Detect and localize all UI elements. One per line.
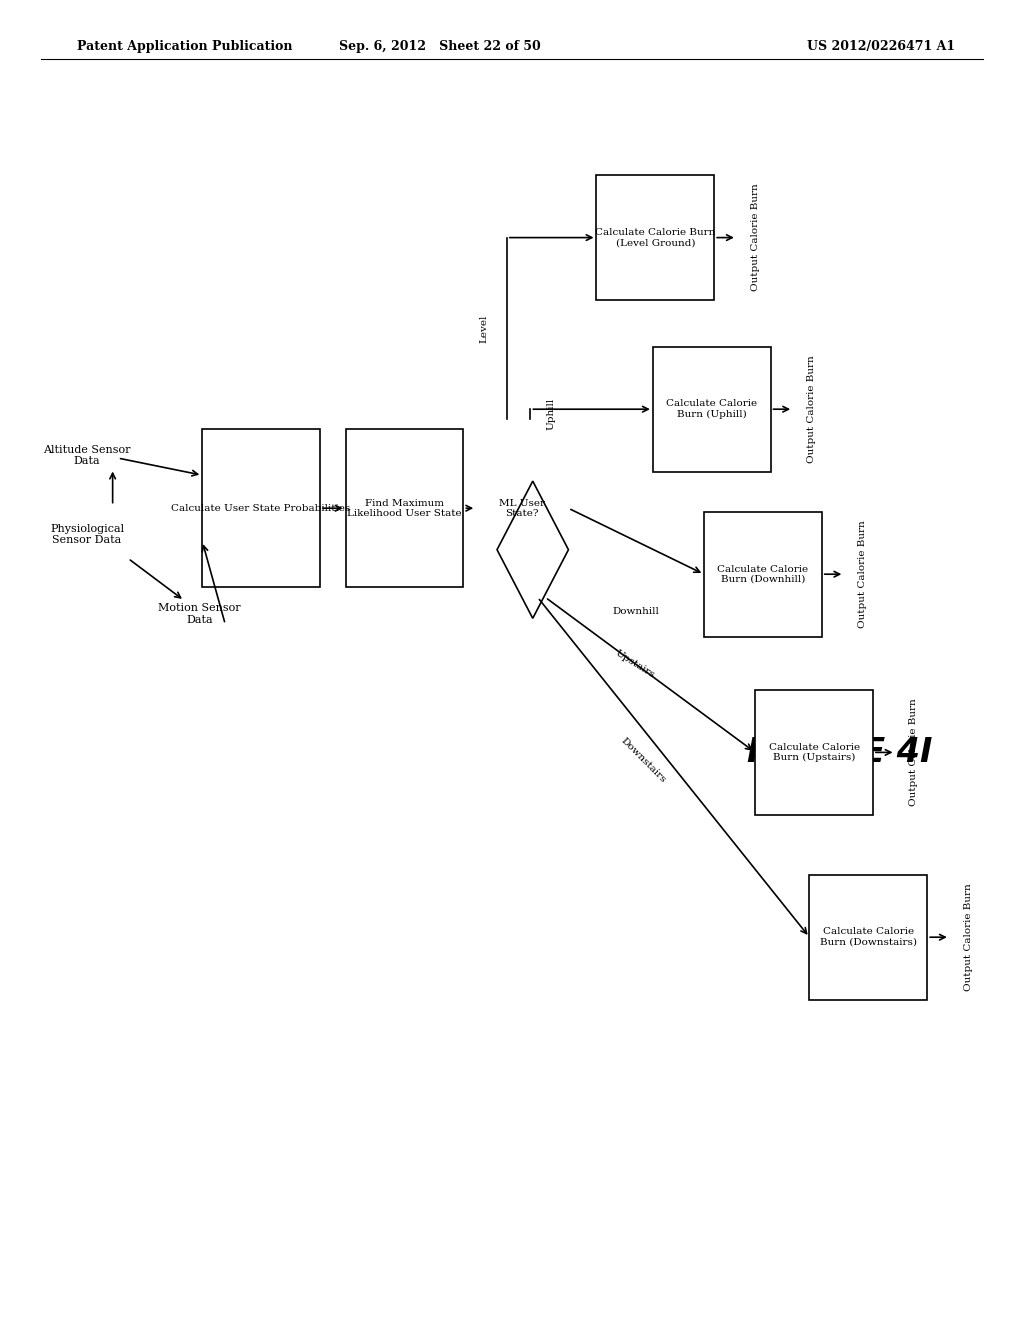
FancyBboxPatch shape: [653, 347, 770, 473]
Text: Output Calorie Burn: Output Calorie Burn: [751, 183, 760, 292]
Text: Output Calorie Burn: Output Calorie Burn: [858, 520, 867, 628]
Text: Upstairs: Upstairs: [613, 648, 656, 680]
FancyBboxPatch shape: [596, 176, 715, 301]
FancyBboxPatch shape: [203, 429, 319, 587]
Text: Output Calorie Burn: Output Calorie Burn: [964, 883, 973, 991]
Text: Output Calorie Burn: Output Calorie Burn: [909, 698, 919, 807]
Text: Patent Application Publication: Patent Application Publication: [77, 40, 292, 53]
Text: Find Maximum
Likelihood User State: Find Maximum Likelihood User State: [347, 499, 462, 517]
Text: Calculate User State Probabilities: Calculate User State Probabilities: [171, 504, 351, 512]
Text: US 2012/0226471 A1: US 2012/0226471 A1: [807, 40, 954, 53]
Text: Motion Sensor
Data: Motion Sensor Data: [159, 603, 241, 624]
FancyBboxPatch shape: [346, 429, 463, 587]
Text: Physiological
Sensor Data: Physiological Sensor Data: [50, 524, 124, 545]
Text: Downstairs: Downstairs: [618, 737, 667, 785]
Text: Calculate Calorie
Burn (Uphill): Calculate Calorie Burn (Uphill): [667, 400, 757, 418]
Text: FIGURE 4I: FIGURE 4I: [746, 737, 933, 768]
Text: ML User
State?: ML User State?: [500, 499, 545, 517]
FancyBboxPatch shape: [705, 512, 821, 638]
Polygon shape: [497, 480, 568, 618]
Text: Uphill: Uphill: [547, 399, 555, 430]
Text: Calculate Calorie
Burn (Downhill): Calculate Calorie Burn (Downhill): [718, 565, 808, 583]
Text: Output Calorie Burn: Output Calorie Burn: [807, 355, 816, 463]
Text: Calculate Calorie Burn
(Level Ground): Calculate Calorie Burn (Level Ground): [595, 228, 716, 247]
Text: Calculate Calorie
Burn (Downstairs): Calculate Calorie Burn (Downstairs): [820, 928, 916, 946]
Text: Sep. 6, 2012   Sheet 22 of 50: Sep. 6, 2012 Sheet 22 of 50: [339, 40, 542, 53]
Text: Calculate Calorie
Burn (Upstairs): Calculate Calorie Burn (Upstairs): [769, 743, 859, 762]
FancyBboxPatch shape: [809, 874, 928, 1001]
Text: Altitude Sensor
Data: Altitude Sensor Data: [43, 445, 131, 466]
Text: Downhill: Downhill: [612, 607, 659, 615]
FancyBboxPatch shape: [756, 689, 872, 814]
Text: Level: Level: [480, 314, 488, 342]
